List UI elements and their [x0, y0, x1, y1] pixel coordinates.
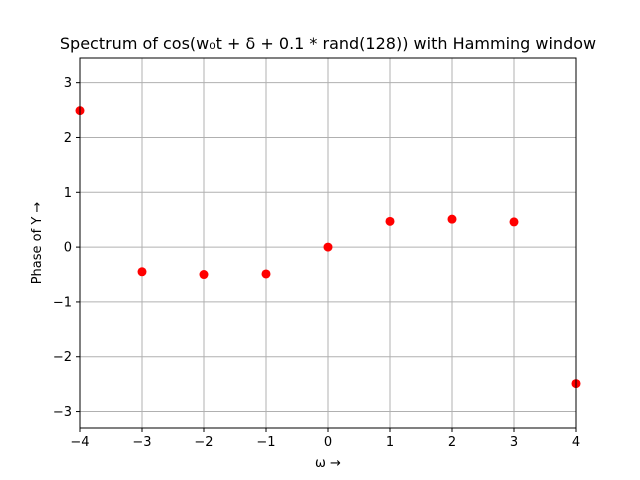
x-tick-label: 4	[572, 435, 580, 450]
x-axis-label: ω →	[315, 456, 341, 471]
data-point	[509, 217, 519, 227]
y-axis: −3 −2 −1 0 1 2 3	[53, 76, 80, 420]
x-tick-label: −1	[256, 435, 275, 450]
x-tick-label: −2	[194, 435, 213, 450]
x-tick-label: 0	[324, 435, 332, 450]
y-tick-label: −2	[53, 350, 72, 365]
data-point	[261, 269, 271, 279]
x-tick-label: −4	[70, 435, 89, 450]
y-tick-label: −3	[53, 405, 72, 420]
y-tick-label: 0	[64, 241, 72, 256]
y-tick-label: 3	[64, 76, 72, 91]
data-point	[447, 214, 457, 224]
y-tick-label: 1	[64, 186, 72, 201]
y-tick-label: 2	[64, 131, 72, 146]
data-points	[75, 106, 581, 389]
data-point	[385, 216, 395, 226]
data-point	[199, 270, 209, 280]
data-point	[137, 267, 147, 277]
x-tick-label: 3	[510, 435, 518, 450]
data-point	[323, 242, 333, 252]
x-tick-label: 2	[448, 435, 456, 450]
x-tick-label: −3	[132, 435, 151, 450]
chart-title: Spectrum of cos(w₀t + δ + 0.1 * rand(128…	[60, 34, 596, 53]
x-axis: −4 −3 −2 −1 0 1 2 3 4	[70, 428, 580, 450]
y-axis-label: Phase of Y →	[30, 202, 45, 285]
y-tick-label: −1	[53, 295, 72, 310]
x-tick-label: 1	[386, 435, 394, 450]
